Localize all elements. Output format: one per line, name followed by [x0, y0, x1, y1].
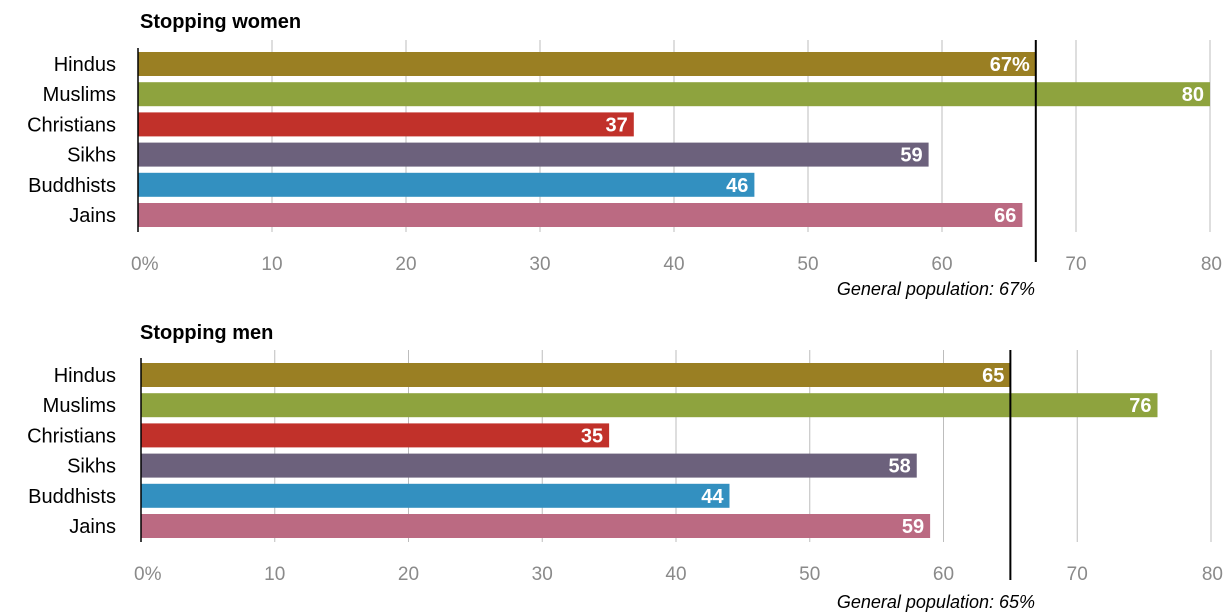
category-label: Sikhs	[67, 145, 116, 167]
bar	[141, 423, 610, 448]
category-label: Buddhists	[28, 175, 116, 197]
x-tick-label: 40	[663, 254, 684, 275]
x-tick-label: 10	[261, 254, 282, 275]
bar-value-label: 35	[581, 425, 603, 447]
x-tick-label: 80	[1201, 254, 1222, 275]
bar	[138, 112, 634, 137]
x-tick-label: 60	[933, 564, 954, 585]
x-tick-label: 20	[398, 564, 419, 585]
bar-value-label: 44	[701, 486, 724, 508]
x-tick-label: 30	[532, 564, 553, 585]
bar	[141, 363, 1011, 387]
category-label: Hindus	[54, 365, 116, 387]
x-tick-label: 30	[529, 254, 550, 275]
bar-value-label: 59	[900, 145, 922, 167]
x-tick-label: 70	[1067, 564, 1088, 585]
x-tick-label: 20	[395, 254, 416, 275]
bar	[138, 82, 1210, 107]
x-tick-label: 70	[1065, 254, 1086, 275]
bar	[141, 483, 730, 508]
category-label: Buddhists	[28, 486, 116, 508]
category-label: Muslims	[43, 395, 116, 417]
category-label: Jains	[69, 205, 116, 227]
reference-label: General population: 65%	[837, 592, 1035, 612]
x-tick-label: 0%	[131, 254, 159, 275]
panel-women: Stopping women Hindus 67% Muslims 80 Christia…	[27, 11, 1222, 299]
x-tick-label: 60	[931, 254, 952, 275]
x-tick-label: 40	[665, 564, 686, 585]
bar-value-label: 67%	[990, 54, 1030, 76]
x-tick-label: 50	[797, 254, 818, 275]
bar	[141, 393, 1158, 418]
bar	[138, 52, 1036, 76]
panel-title: Stopping men	[140, 322, 273, 344]
bar	[138, 203, 1023, 227]
bar	[141, 453, 917, 478]
x-tick-label: 0%	[134, 564, 162, 585]
x-tick-label: 50	[799, 564, 820, 585]
x-tick-label: 10	[264, 564, 285, 585]
reference-label: General population: 67%	[837, 279, 1035, 299]
category-label: Christians	[27, 425, 116, 447]
panel-men: Stopping men Hindus 65 Muslims 76 Christians 3…	[27, 322, 1223, 612]
category-label: Sikhs	[67, 456, 116, 478]
bar-value-label: 46	[726, 175, 748, 197]
category-label: Hindus	[54, 54, 116, 76]
category-label: Muslims	[43, 84, 116, 106]
bar	[138, 172, 755, 197]
x-tick-label: 80	[1202, 564, 1223, 585]
category-label: Christians	[27, 114, 116, 136]
bar-value-label: 80	[1182, 84, 1204, 106]
bar-value-label: 65	[982, 365, 1004, 387]
bar-value-label: 37	[606, 114, 628, 136]
bar	[138, 142, 929, 167]
bar-value-label: 76	[1129, 395, 1151, 417]
panel-title: Stopping women	[140, 11, 301, 33]
bar-value-label: 66	[994, 205, 1016, 227]
bar	[141, 514, 931, 538]
bar-value-label: 59	[902, 516, 924, 538]
category-label: Jains	[69, 516, 116, 538]
bar-value-label: 58	[889, 456, 911, 478]
